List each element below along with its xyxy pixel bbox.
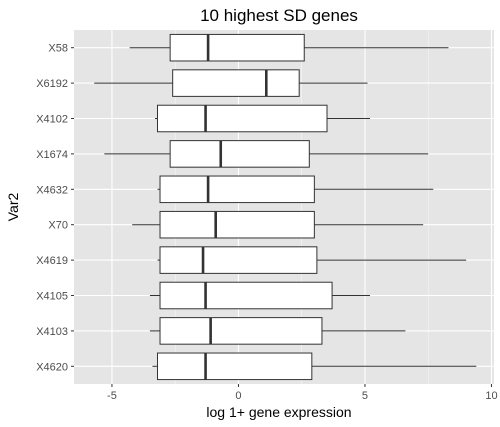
x-tick-label: -5 bbox=[107, 390, 117, 402]
box-x4102 bbox=[154, 104, 371, 133]
box-x4620 bbox=[152, 352, 477, 381]
box-x4103 bbox=[149, 317, 406, 345]
iqr-box bbox=[159, 210, 315, 239]
y-tick-label: X6192 bbox=[36, 78, 68, 90]
box-x4619 bbox=[157, 246, 467, 274]
x-axis-title: log 1+ gene expression bbox=[206, 404, 351, 420]
iqr-box bbox=[159, 317, 323, 345]
iqr-box bbox=[156, 352, 313, 381]
box-series bbox=[94, 33, 477, 381]
box-x1674 bbox=[104, 140, 429, 168]
y-axis-ticks: X58 X6192 X4102 X1674 X4632 X70 X4619 X4105 X410… bbox=[36, 43, 74, 373]
iqr-box bbox=[159, 281, 333, 310]
x-tick-label: 0 bbox=[235, 390, 241, 402]
box-x4632 bbox=[157, 175, 434, 204]
chart-title: 10 highest SD genes bbox=[200, 6, 358, 25]
iqr-box bbox=[172, 69, 300, 97]
box-x6192 bbox=[94, 69, 368, 97]
x-axis-ticks: -5 0 5 10 bbox=[107, 384, 498, 402]
y-tick-label: X4102 bbox=[36, 114, 68, 126]
box-x70 bbox=[132, 210, 424, 239]
box-x4105 bbox=[149, 281, 371, 310]
iqr-box bbox=[159, 175, 315, 204]
x-tick-label: 5 bbox=[362, 390, 368, 402]
y-tick-label: X70 bbox=[48, 220, 68, 232]
y-axis-title: Var2 bbox=[5, 193, 21, 222]
y-tick-label: X4620 bbox=[36, 361, 68, 373]
iqr-box bbox=[169, 33, 305, 62]
y-tick-label: X4105 bbox=[36, 291, 68, 303]
y-tick-label: X58 bbox=[48, 43, 68, 55]
iqr-box bbox=[159, 246, 318, 274]
y-tick-label: X4103 bbox=[36, 326, 68, 338]
y-tick-label: X4619 bbox=[36, 255, 68, 267]
y-tick-label: X1674 bbox=[36, 149, 68, 161]
x-tick-label: 10 bbox=[485, 390, 497, 402]
iqr-box bbox=[156, 104, 328, 133]
iqr-box bbox=[169, 140, 310, 168]
box-x58 bbox=[129, 33, 449, 62]
y-tick-label: X4632 bbox=[36, 184, 68, 196]
